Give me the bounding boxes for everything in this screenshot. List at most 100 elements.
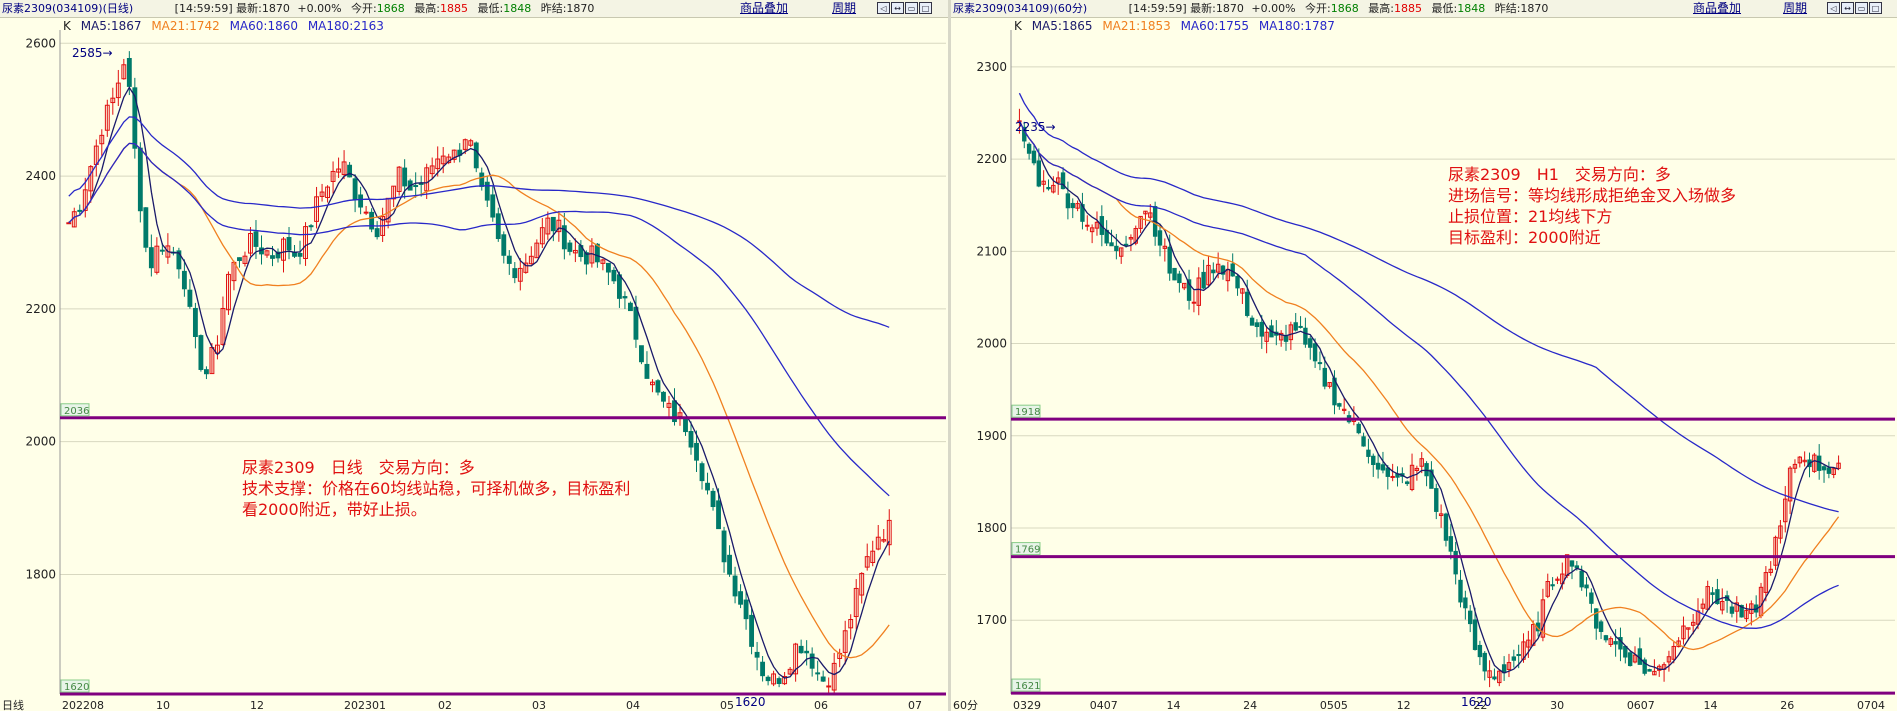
maximize-icon[interactable]: □ — [1869, 2, 1882, 14]
candle-down — [754, 651, 760, 658]
candle-up — [1119, 247, 1124, 257]
candle-up — [650, 381, 655, 386]
candle-up — [110, 97, 116, 104]
candle-down — [738, 591, 743, 605]
candle-down — [1259, 321, 1264, 337]
expand-icon[interactable]: ↔ — [891, 2, 904, 14]
candle-down — [484, 181, 490, 201]
candle-up — [1390, 475, 1395, 478]
candle-up — [435, 158, 441, 170]
candle-up — [539, 227, 545, 245]
candle-down — [1060, 172, 1066, 190]
candle-up — [1138, 215, 1143, 229]
ma5-line — [68, 86, 890, 679]
candle-down — [1710, 592, 1715, 595]
ma21-line — [1018, 120, 1840, 651]
candle-down — [1463, 597, 1468, 609]
high-value: 1885 — [439, 2, 468, 15]
candle-up — [842, 630, 848, 653]
candle-down — [694, 442, 699, 461]
candle-up — [468, 140, 474, 146]
candle-up — [1414, 467, 1420, 471]
candle-down — [1594, 608, 1599, 629]
candle-up — [793, 643, 799, 675]
candle-up — [1768, 568, 1773, 574]
x-tick-label: 0407 — [1090, 699, 1118, 711]
candle-down — [760, 661, 766, 677]
candle-down — [1516, 654, 1521, 657]
candle-down — [1458, 579, 1463, 603]
candle-down — [126, 57, 132, 87]
candle-down — [495, 213, 501, 240]
x-tick-label: 22 — [1473, 699, 1487, 711]
restore-icon[interactable]: ▭ — [905, 2, 918, 14]
candle-down — [1380, 464, 1386, 471]
candle-up — [66, 222, 72, 225]
candle-up — [1128, 237, 1134, 240]
candle-down — [1337, 403, 1342, 407]
candle-up — [319, 191, 325, 197]
candle-down — [148, 247, 154, 269]
candle-up — [572, 249, 578, 254]
x-tick-label: 30 — [1550, 699, 1564, 711]
candle-up — [1215, 263, 1221, 273]
candle-down — [292, 252, 297, 257]
candle-up — [1409, 464, 1415, 491]
ma180-label: MA180:1787 — [1258, 19, 1335, 33]
daily-chart-plot[interactable]: 1800 2000 2200 2400 2600 日线 202208 10 12 202301 02… — [0, 0, 948, 711]
candle-down — [1647, 669, 1652, 672]
candle-down — [1293, 322, 1298, 331]
candle-down — [297, 252, 303, 257]
overlay-link[interactable]: 商品叠加 — [740, 1, 789, 15]
ma60-label: MA60:1755 — [1180, 19, 1249, 33]
candle-up — [1763, 572, 1769, 593]
ma60-line — [1018, 120, 1839, 629]
candle-up — [864, 556, 870, 568]
candle-up — [1148, 212, 1153, 218]
candle-up — [424, 167, 430, 192]
candle-down — [1584, 584, 1589, 589]
candle-up — [1288, 324, 1294, 341]
x-tick-label: 0329 — [1013, 699, 1041, 711]
maximize-icon[interactable]: □ — [919, 2, 932, 14]
candle-up — [1695, 610, 1701, 625]
y-tick-label: 2400 — [25, 169, 56, 183]
restore-icon[interactable]: ▭ — [1855, 2, 1868, 14]
candle-down — [661, 391, 666, 402]
candle-down — [611, 269, 617, 282]
hourly-chart-panel[interactable]: 1700 1800 1900 2000 2100 2200 2300 60分 0329 0407 1… — [951, 0, 1897, 711]
candle-down — [1453, 550, 1458, 575]
period-link[interactable]: 周期 — [832, 1, 857, 15]
x-tick-label: 14 — [1166, 699, 1180, 711]
y-tick-label: 2000 — [976, 337, 1007, 351]
candle-down — [1322, 367, 1327, 387]
candle-down — [688, 431, 694, 448]
candle-up — [1133, 228, 1138, 244]
expand-icon[interactable]: ↔ — [1841, 2, 1854, 14]
y-tick-label: 1900 — [976, 429, 1007, 443]
candle-up — [517, 267, 523, 282]
overlay-link[interactable]: 商品叠加 — [1693, 1, 1742, 15]
prev-icon[interactable]: ◁ — [877, 2, 890, 14]
k-label: K — [63, 19, 71, 33]
panel-divider[interactable] — [948, 0, 951, 711]
candle-down — [1589, 592, 1594, 604]
candle-down — [253, 231, 259, 247]
candle-down — [804, 650, 810, 654]
candle-up — [99, 134, 105, 145]
price-marker: 2585→ — [72, 46, 113, 60]
candle-up — [1143, 210, 1148, 215]
candle-down — [192, 307, 198, 338]
candle-up — [226, 273, 231, 311]
candle-up — [771, 673, 777, 685]
candle-down — [1603, 635, 1609, 641]
daily-chart-panel[interactable]: 1800 2000 2200 2400 2600 日线 202208 10 12 202301 02… — [0, 0, 948, 711]
candle-down — [699, 463, 705, 482]
period-link[interactable]: 周期 — [1783, 1, 1808, 15]
x-tick-label: 02 — [438, 699, 452, 711]
prev-icon[interactable]: ◁ — [1827, 2, 1840, 14]
candle-up — [451, 149, 457, 160]
candle-up — [1085, 224, 1090, 227]
hourly-chart-plot[interactable]: 1700 1800 1900 2000 2100 2200 2300 60分 0329 0407 1… — [951, 0, 1897, 711]
x-tick-label: 04 — [626, 699, 640, 711]
